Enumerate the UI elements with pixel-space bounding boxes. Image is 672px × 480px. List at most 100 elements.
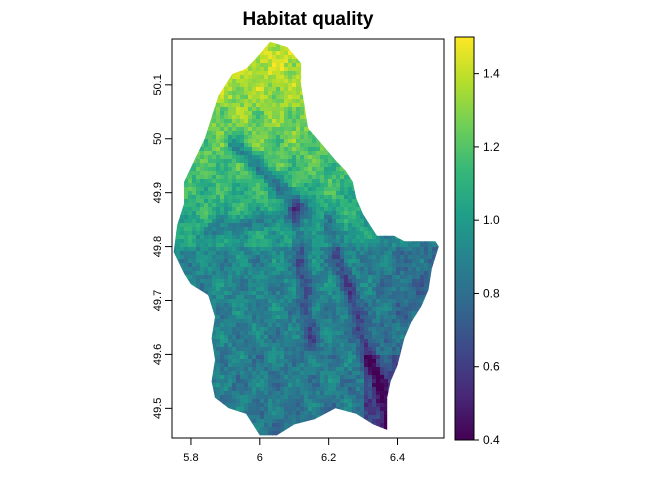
raster-cell xyxy=(280,83,285,88)
raster-cell xyxy=(180,151,185,156)
raster-cell xyxy=(328,371,333,376)
raster-cell xyxy=(228,279,233,284)
raster-cell xyxy=(348,135,353,140)
raster-cell xyxy=(216,219,221,224)
raster-cell xyxy=(180,155,185,160)
raster-cell xyxy=(256,127,261,132)
raster-cell xyxy=(252,411,257,416)
raster-cell xyxy=(173,327,177,332)
raster-cell xyxy=(360,283,365,288)
raster-cell xyxy=(328,139,333,144)
raster-cell xyxy=(284,95,289,100)
raster-cell xyxy=(188,287,193,292)
raster-cell xyxy=(173,55,177,60)
raster-cell xyxy=(192,383,197,388)
raster-cell xyxy=(336,331,341,336)
raster-cell xyxy=(236,159,241,164)
raster-cell xyxy=(348,427,353,432)
raster-cell xyxy=(300,247,305,252)
raster-cell xyxy=(332,155,337,160)
raster-cell xyxy=(240,363,245,368)
raster-cell xyxy=(192,55,197,60)
raster-cell xyxy=(316,275,321,280)
raster-cell xyxy=(324,195,329,200)
raster-cell xyxy=(264,143,269,148)
raster-cell xyxy=(264,95,269,100)
raster-cell xyxy=(336,227,341,232)
raster-cell xyxy=(252,335,257,340)
raster-cell xyxy=(360,99,365,104)
raster-cell xyxy=(328,159,333,164)
raster-cell xyxy=(296,67,301,72)
raster-cell xyxy=(236,387,241,392)
raster-cell xyxy=(220,279,225,284)
raster-cell xyxy=(192,399,197,404)
raster-cell xyxy=(316,155,321,160)
raster-cell xyxy=(173,283,177,288)
raster-cell xyxy=(176,379,181,384)
raster-cell xyxy=(173,407,177,412)
raster-cell xyxy=(196,307,201,312)
raster-cell xyxy=(356,231,361,236)
raster-cell xyxy=(260,179,265,184)
raster-cell xyxy=(300,55,305,60)
raster-cell xyxy=(236,307,241,312)
raster-cell xyxy=(212,419,217,424)
raster-cell xyxy=(224,327,229,332)
raster-cell xyxy=(196,215,201,220)
raster-cell xyxy=(200,111,205,116)
raster-cell xyxy=(216,79,221,84)
raster-cell xyxy=(368,163,373,168)
raster-cell xyxy=(176,55,181,60)
raster-cell xyxy=(272,291,277,296)
raster-cell xyxy=(200,75,205,80)
raster-cell xyxy=(176,383,181,388)
raster-cell xyxy=(352,359,357,364)
raster-cell xyxy=(320,331,325,336)
raster-cell xyxy=(204,315,209,320)
raster-cell xyxy=(320,167,325,172)
raster-cell xyxy=(236,251,241,256)
raster-cell xyxy=(356,431,361,436)
raster-cell xyxy=(244,183,249,188)
raster-cell xyxy=(348,159,353,164)
raster-cell xyxy=(364,111,369,116)
raster-cell xyxy=(256,79,261,84)
raster-cell xyxy=(240,431,245,436)
raster-cell xyxy=(272,143,277,148)
raster-cell xyxy=(260,203,265,208)
raster-cell xyxy=(296,331,301,336)
raster-cell xyxy=(232,327,237,332)
raster-cell xyxy=(216,111,221,116)
raster-cell xyxy=(212,351,217,356)
raster-cell xyxy=(368,51,373,56)
raster-cell xyxy=(284,219,289,224)
raster-cell xyxy=(224,415,229,420)
raster-cell xyxy=(176,399,181,404)
raster-cell xyxy=(252,371,257,376)
raster-cell xyxy=(268,227,273,232)
raster-cell xyxy=(316,135,321,140)
raster-cell xyxy=(340,215,345,220)
raster-cell xyxy=(344,435,349,436)
raster-cell xyxy=(176,207,181,212)
raster-cell xyxy=(228,267,233,272)
raster-cell xyxy=(320,135,325,140)
raster-cell xyxy=(268,335,273,340)
raster-cell xyxy=(352,59,357,64)
raster-cell xyxy=(240,395,245,400)
raster-cell xyxy=(232,415,237,420)
raster-cell xyxy=(240,319,245,324)
raster-cell xyxy=(232,379,237,384)
raster-cell xyxy=(196,47,201,52)
raster-cell xyxy=(184,351,189,356)
raster-cell xyxy=(300,371,305,376)
raster-cell xyxy=(248,183,253,188)
raster-cell xyxy=(188,263,193,268)
raster-cell xyxy=(352,395,357,400)
raster-cell xyxy=(276,203,281,208)
raster-cell xyxy=(312,215,317,220)
raster-cell xyxy=(268,199,273,204)
raster-cell xyxy=(216,255,221,260)
raster-cell xyxy=(324,299,329,304)
